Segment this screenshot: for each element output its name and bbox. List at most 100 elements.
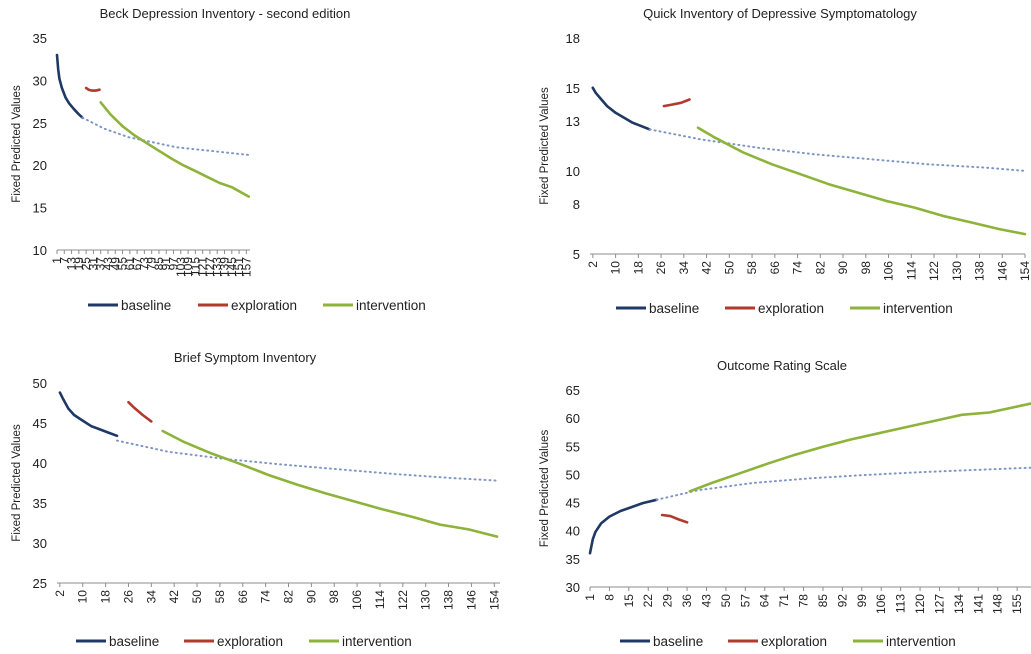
series-line-exploration (662, 98, 691, 108)
legend-label-baseline: baseline (121, 298, 171, 313)
y-axis-label: Fixed Predicted Values (11, 85, 23, 203)
x-tick-label: 138 (442, 590, 456, 610)
x-tick-label: 106 (874, 594, 888, 614)
x-tick-label: 49 (108, 257, 122, 271)
legend-label-exploration: exploration (758, 301, 824, 316)
x-tick-label: 134 (952, 594, 966, 614)
y-tick-label: 50 (566, 467, 580, 482)
x-tick-label: 120 (913, 594, 927, 614)
y-tick-label: 40 (33, 456, 47, 471)
legend: baseline exploration intervention (620, 634, 956, 649)
x-tick-label: 57 (738, 594, 752, 608)
y-tick-label: 60 (566, 411, 580, 426)
x-tick-label: 8 (602, 594, 616, 601)
x-tick-label: 29 (661, 594, 675, 608)
legend: baseline exploration intervention (616, 301, 953, 316)
x-tick-label: 106 (350, 590, 364, 610)
y-tick-label: 35 (33, 496, 47, 511)
x-tick-label: 43 (101, 257, 115, 271)
x-tick-label: 145 (225, 257, 239, 277)
x-tick-label: 85 (816, 594, 830, 608)
x-tick-label: 122 (927, 261, 941, 281)
y-axis-label: Fixed Predicted Values (11, 424, 23, 542)
x-tick-label: 67 (130, 257, 144, 271)
x-tick-label: 10 (609, 261, 623, 275)
series-line-exploration (84, 86, 101, 92)
y-tick-label: 13 (566, 114, 580, 129)
series-line-intervention (99, 101, 251, 198)
x-tick-label: 127 (203, 257, 217, 277)
y-axis-label: Fixed Predicted Values (539, 87, 551, 205)
x-tick-label: 2 (586, 261, 600, 268)
x-tick-label: 113 (894, 594, 908, 613)
x-tick-label: 106 (882, 261, 896, 281)
x-tick-label: 18 (99, 590, 113, 604)
series-line-projection (648, 128, 1026, 172)
y-tick-label: 25 (33, 576, 47, 591)
y-tick-label: 10 (566, 164, 580, 179)
legend: baseline exploration intervention (76, 634, 412, 649)
x-tick-label: 97 (167, 257, 181, 271)
y-tick-label: 10 (33, 243, 47, 258)
y-tick-label: 30 (566, 580, 580, 595)
x-tick-label: 90 (304, 590, 318, 604)
chart-4: Outcome Rating Scale Fixed Predicted Valu… (539, 358, 1031, 649)
y-tick-label: 45 (566, 496, 580, 511)
x-tick-label: 22 (641, 594, 655, 608)
y-tick-label: 25 (33, 116, 47, 131)
y-tick-label: 45 (33, 416, 47, 431)
x-tick-label: 103 (174, 257, 188, 277)
x-tick-label: 90 (836, 261, 850, 275)
x-tick-label: 82 (282, 590, 296, 604)
y-tick-label: 30 (33, 536, 47, 551)
x-tick-label: 61 (123, 257, 137, 271)
x-tick-label: 133 (210, 257, 224, 277)
x-tick-label: 73 (137, 257, 151, 271)
x-tick-label: 36 (680, 594, 694, 608)
x-tick-label: 10 (76, 590, 90, 604)
x-tick-label: 139 (218, 257, 232, 277)
x-tick-label: 138 (973, 261, 987, 281)
series-line-exploration (127, 400, 153, 423)
y-axis-label: Fixed Predicted Values (539, 430, 551, 548)
x-tick-label: 155 (1010, 594, 1024, 614)
chart-2: Quick Inventory of Depressive Symptomato… (539, 6, 1031, 316)
x-tick-label: 79 (145, 257, 159, 271)
x-tick-label: 26 (654, 261, 668, 275)
legend-label-exploration: exploration (761, 634, 827, 649)
x-tick-label: 82 (813, 261, 827, 275)
y-tick-label: 8 (573, 197, 580, 212)
x-tick-label: 18 (631, 261, 645, 275)
y-tick-label: 40 (566, 524, 580, 539)
series-line-projection (116, 439, 499, 482)
series-line-baseline (58, 391, 119, 438)
x-tick-label: 7 (57, 257, 71, 264)
chart-title: Outcome Rating Scale (717, 358, 847, 373)
x-tick-label: 1 (50, 257, 64, 264)
x-tick-label: 42 (167, 590, 181, 604)
x-tick-label: 50 (722, 261, 736, 275)
legend-label-baseline: baseline (649, 301, 699, 316)
legend-label-intervention: intervention (886, 634, 956, 649)
series-line-baseline (591, 86, 652, 131)
series-line-intervention (161, 429, 499, 538)
x-tick-label: 71 (777, 594, 791, 608)
x-tick-label: 92 (835, 594, 849, 608)
series-line-intervention (696, 126, 1027, 236)
legend-label-exploration: exploration (217, 634, 283, 649)
x-tick-label: 109 (181, 257, 195, 277)
x-tick-label: 98 (859, 261, 873, 275)
x-tick-label: 15 (622, 594, 636, 608)
legend-label-intervention: intervention (883, 301, 953, 316)
x-tick-label: 74 (791, 261, 805, 275)
x-tick-label: 98 (327, 590, 341, 604)
y-tick-label: 35 (33, 31, 47, 46)
x-tick-label: 154 (1018, 261, 1031, 281)
x-tick-label: 122 (396, 590, 410, 610)
y-tick-label: 55 (566, 439, 580, 454)
legend: baseline exploration intervention (88, 298, 426, 313)
x-tick-label: 19 (72, 257, 86, 271)
chart-title: Brief Symptom Inventory (174, 350, 317, 365)
series-line-intervention (688, 402, 1031, 493)
x-tick-label: 99 (855, 594, 869, 608)
